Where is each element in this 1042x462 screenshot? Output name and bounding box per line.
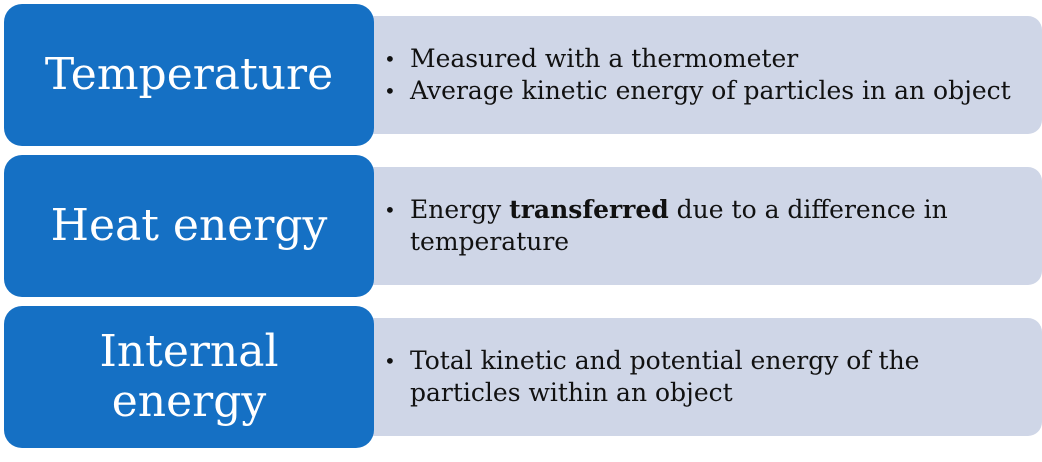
row-heat-energy: • Energy transferred due to a difference…: [0, 155, 1042, 297]
temperature-bullet-list: • Measured with a thermometer • Average …: [384, 43, 1028, 107]
heat-energy-bullet-1-after: due to a difference in temperature: [410, 195, 948, 256]
temperature-bullet-1: • Measured with a thermometer: [384, 43, 1028, 75]
bullet-dot-icon: •: [384, 79, 396, 103]
internal-energy-bullet-list: • Total kinetic and potential energy of …: [384, 345, 1028, 409]
temperature-bullet-2-text: Average kinetic energy of particles in a…: [410, 76, 1011, 105]
row-temperature: • Measured with a thermometer • Average …: [0, 4, 1042, 146]
bullet-dot-icon: •: [384, 349, 396, 373]
internal-energy-description-panel: • Total kinetic and potential energy of …: [358, 318, 1042, 436]
heat-energy-bullet-1-bold: transferred: [509, 195, 669, 224]
bullet-dot-icon: •: [384, 47, 396, 71]
heat-energy-term-label: Heat energy: [50, 200, 328, 251]
heat-energy-bullet-1-before: Energy: [410, 195, 510, 224]
internal-energy-term-label: Internal energy: [99, 326, 279, 427]
heat-energy-bullet-list: • Energy transferred due to a difference…: [384, 194, 1028, 258]
heat-energy-bullet-1: • Energy transferred due to a difference…: [384, 194, 1028, 258]
temperature-bullet-1-text: Measured with a thermometer: [410, 44, 799, 73]
internal-energy-term-box: Internal energy: [4, 306, 374, 448]
internal-energy-bullet-1-text: Total kinetic and potential energy of th…: [410, 346, 920, 407]
row-internal-energy: • Total kinetic and potential energy of …: [0, 306, 1042, 448]
temperature-term-label: Temperature: [44, 49, 334, 100]
bullet-dot-icon: •: [384, 198, 396, 222]
heat-energy-term-box: Heat energy: [4, 155, 374, 297]
temperature-term-box: Temperature: [4, 4, 374, 146]
temperature-description-panel: • Measured with a thermometer • Average …: [358, 16, 1042, 134]
heat-energy-description-panel: • Energy transferred due to a difference…: [358, 167, 1042, 285]
internal-energy-bullet-1: • Total kinetic and potential energy of …: [384, 345, 1028, 409]
temperature-bullet-2: • Average kinetic energy of particles in…: [384, 75, 1028, 107]
